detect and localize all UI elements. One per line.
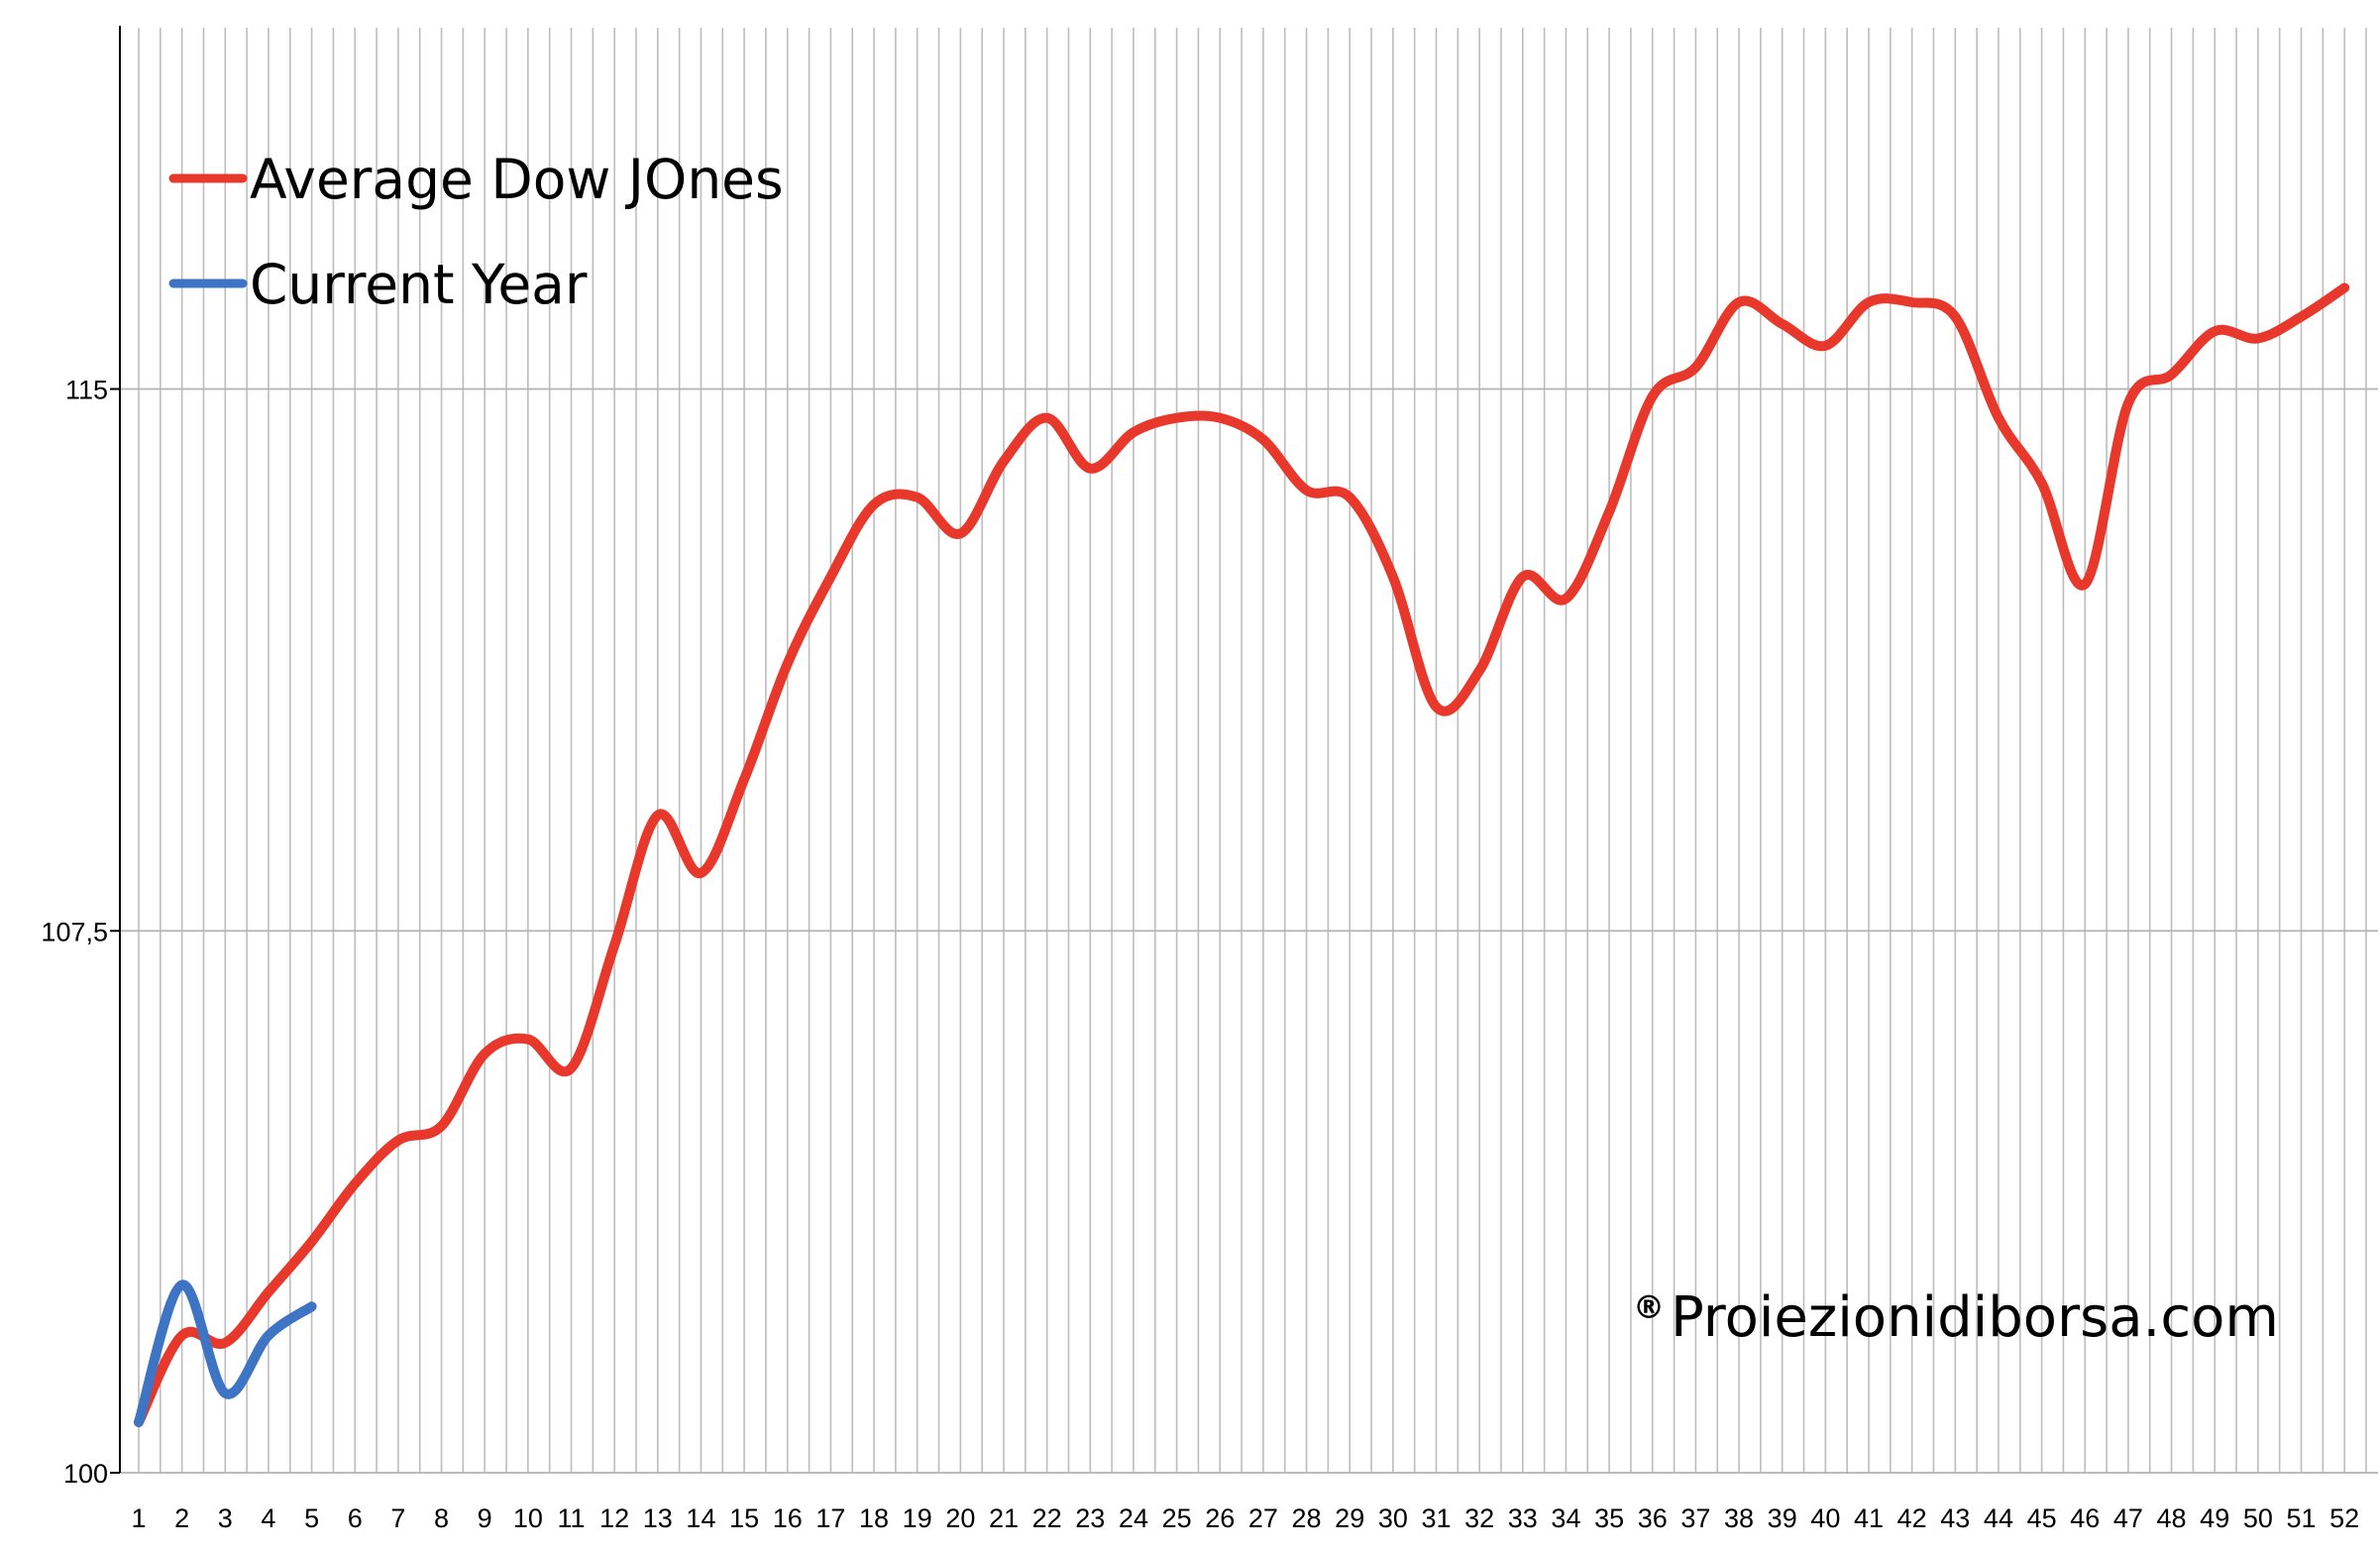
- x-tick-label: 44: [1984, 1503, 2013, 1533]
- x-tick-label: 36: [1638, 1503, 1668, 1533]
- x-tick-label: 26: [1205, 1503, 1235, 1533]
- x-tick-label: 5: [304, 1503, 319, 1533]
- x-tick-label: 7: [390, 1503, 405, 1533]
- y-tick-label: 107,5: [41, 917, 108, 946]
- x-tick-label: 23: [1075, 1503, 1105, 1533]
- x-tick-label: 17: [815, 1503, 845, 1533]
- x-tick-label: 20: [945, 1503, 975, 1533]
- x-tick-label: 35: [1594, 1503, 1624, 1533]
- x-tick-label: 40: [1810, 1503, 1840, 1533]
- x-tick-label: 2: [174, 1503, 189, 1533]
- x-tick-label: 45: [2027, 1503, 2057, 1533]
- x-tick-label: 18: [859, 1503, 889, 1533]
- x-tick-label: 48: [2157, 1503, 2187, 1533]
- x-tick-label: 10: [513, 1503, 543, 1533]
- x-tick-label: 49: [2200, 1503, 2229, 1533]
- x-tick-label: 33: [1508, 1503, 1538, 1533]
- watermark-text: Proiezionidiborsa.com: [1671, 1285, 2279, 1350]
- legend-label-current-year: Current Year: [250, 253, 588, 316]
- legend: Average Dow JOnes Current Year: [168, 148, 784, 316]
- series-line-current-year: [134, 1279, 317, 1427]
- x-tick-label: 46: [2070, 1503, 2100, 1533]
- series-line-average-dow-jones: [134, 282, 2350, 1427]
- x-tick-label: 50: [2243, 1503, 2273, 1533]
- x-tick-label: 27: [1248, 1503, 1278, 1533]
- x-tick-label: 51: [2286, 1503, 2316, 1533]
- y-gridlines: [120, 388, 2378, 1474]
- x-tick-labels: 1 2 3 4 5 6 7 8 9 10 11 12 13 14 15 16 17 18 19 20 21 22 23 24 2…: [131, 1503, 2359, 1533]
- x-tick-label: 9: [478, 1503, 492, 1533]
- x-tick-label: 43: [1940, 1503, 1970, 1533]
- legend-label-average-dow-jones: Average Dow JOnes: [250, 148, 784, 211]
- x-tick-label: 37: [1680, 1503, 1710, 1533]
- x-tick-label: 34: [1551, 1503, 1580, 1533]
- x-tick-label: 4: [261, 1503, 275, 1533]
- x-tick-label: 42: [1897, 1503, 1927, 1533]
- x-tick-label: 28: [1292, 1503, 1322, 1533]
- x-tick-label: 15: [729, 1503, 759, 1533]
- x-tick-label: 19: [903, 1503, 932, 1533]
- x-tick-label: 14: [686, 1503, 715, 1533]
- series-layer: [134, 282, 2350, 1427]
- x-tick-label: 38: [1724, 1503, 1754, 1533]
- x-tick-label: 25: [1162, 1503, 1192, 1533]
- x-tick-label: 12: [599, 1503, 629, 1533]
- x-tick-label: 8: [434, 1503, 449, 1533]
- y-tick-labels: 100 107,5 115: [41, 376, 120, 1489]
- x-tick-label: 3: [218, 1503, 233, 1533]
- x-tick-label: 11: [557, 1503, 585, 1533]
- x-tick-label: 41: [1854, 1503, 1884, 1533]
- x-tick-label: 47: [2113, 1503, 2143, 1533]
- x-tick-label: 30: [1378, 1503, 1408, 1533]
- registered-symbol: ®: [1633, 1288, 1665, 1326]
- y-tick-label: 115: [65, 376, 108, 405]
- x-tick-label: 13: [643, 1503, 673, 1533]
- y-tick-label: 100: [63, 1459, 108, 1489]
- x-tick-label: 24: [1119, 1503, 1148, 1533]
- x-tick-label: 1: [131, 1503, 146, 1533]
- x-gridlines: [138, 28, 2367, 1473]
- x-tick-label: 21: [989, 1503, 1019, 1533]
- x-tick-label: 29: [1335, 1503, 1364, 1533]
- watermark: ® Proiezionidiborsa.com: [1633, 1285, 2279, 1350]
- x-tick-label: 16: [773, 1503, 803, 1533]
- x-tick-label: 31: [1421, 1503, 1451, 1533]
- x-tick-label: 39: [1768, 1503, 1797, 1533]
- x-tick-label: 52: [2329, 1503, 2359, 1533]
- x-tick-label: 22: [1032, 1503, 1062, 1533]
- x-tick-label: 6: [348, 1503, 363, 1533]
- x-tick-label: 32: [1464, 1503, 1494, 1533]
